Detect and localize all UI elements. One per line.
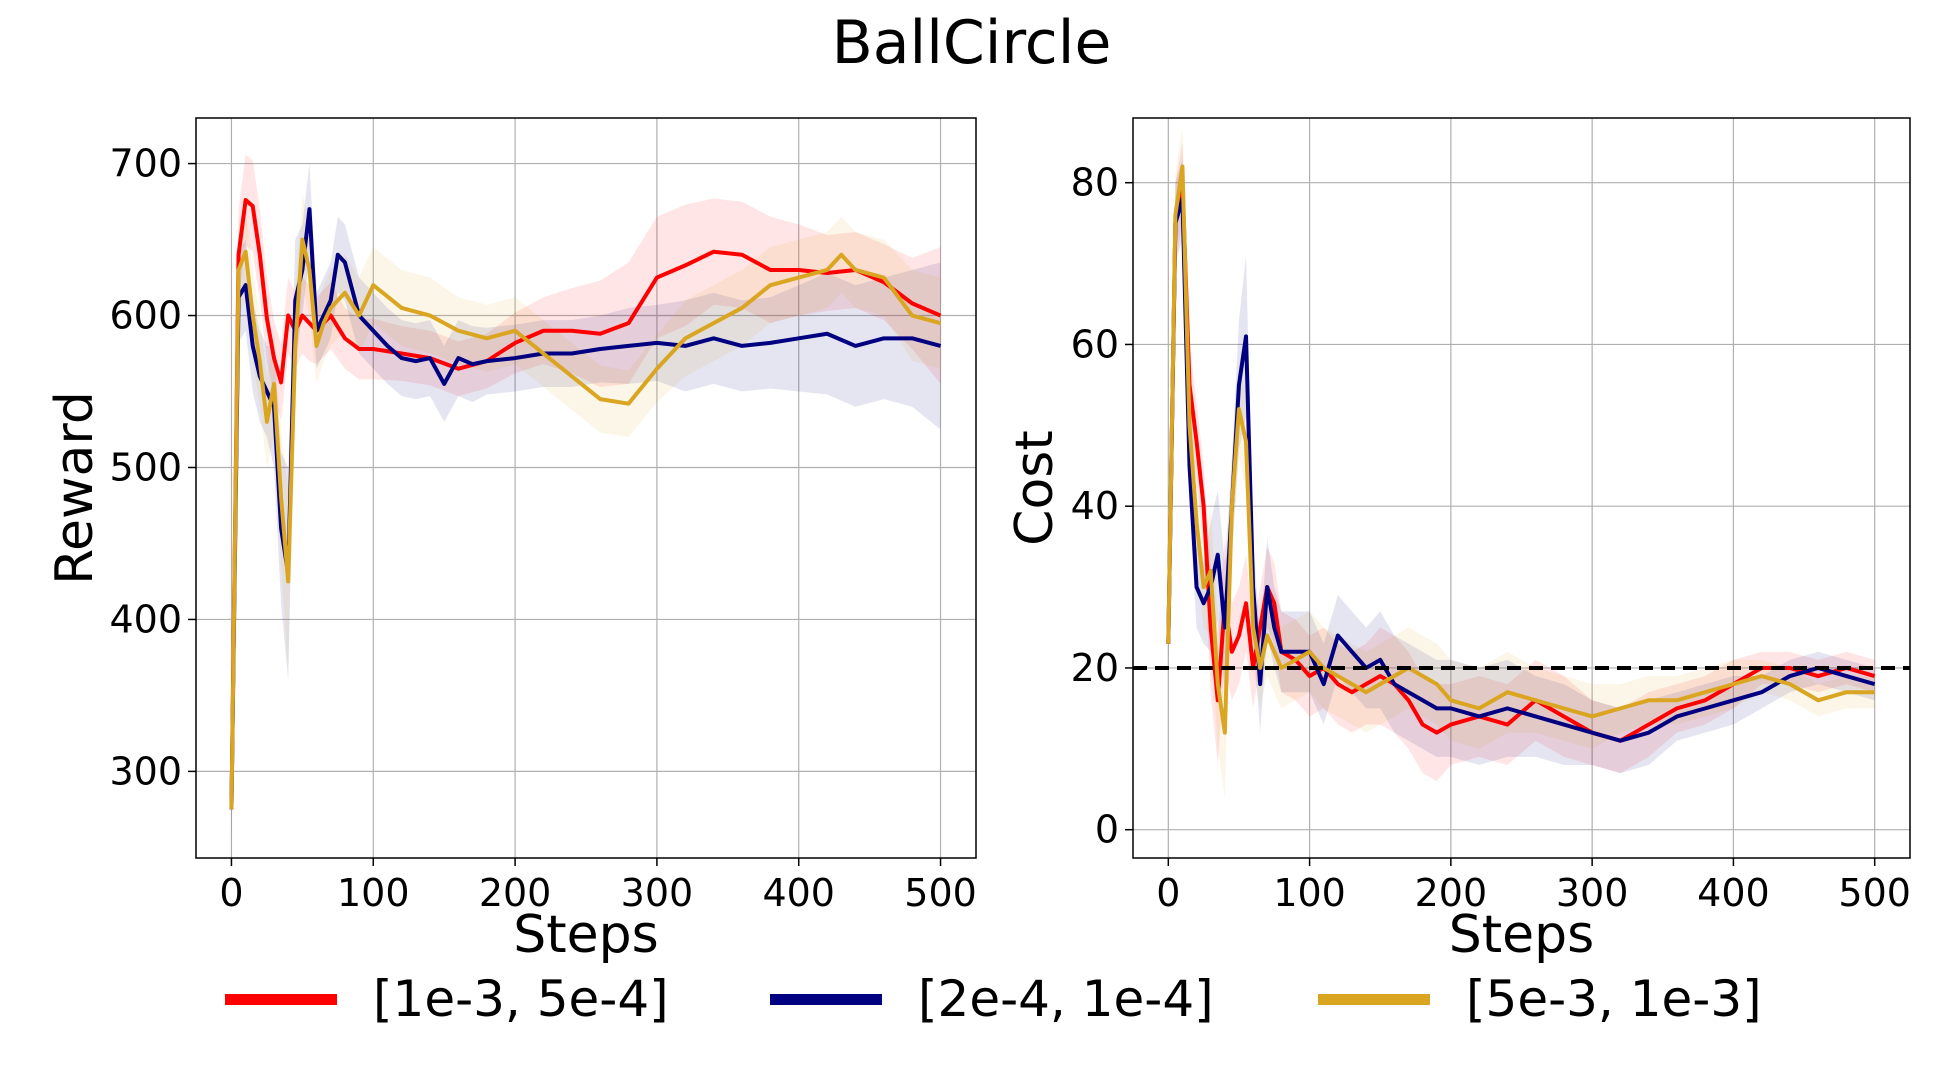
plot-area <box>1166 126 1876 798</box>
figure-title: BallCircle <box>831 8 1112 78</box>
y-axis-label: Cost <box>1005 430 1065 546</box>
x-tick-label: 0 <box>219 871 243 915</box>
plot-area <box>229 154 942 848</box>
y-axis-label: Reward <box>45 391 105 585</box>
x-tick-label: 100 <box>1273 871 1346 915</box>
legend-swatch <box>1318 993 1430 1005</box>
x-tick-label: 500 <box>904 871 977 915</box>
cost-panel: 0 100 200 300 400 500 0 20 40 60 80 Steps Cost <box>1005 117 1911 965</box>
y-tick-label: 20 <box>1071 646 1119 690</box>
x-tick-label: 300 <box>1556 871 1629 915</box>
series-line <box>1166 164 1875 735</box>
confidence-band <box>1168 126 1875 798</box>
confidence-band <box>1168 158 1875 774</box>
x-tick-label: 300 <box>621 871 694 915</box>
series-line <box>1166 196 1876 743</box>
x-tick-label: 500 <box>1838 871 1911 915</box>
legend-swatch <box>770 993 882 1005</box>
x-tick-label: 0 <box>1156 871 1180 915</box>
y-tick-label: 700 <box>109 142 182 186</box>
confidence-band <box>231 154 941 848</box>
y-tick-label: 40 <box>1071 484 1119 528</box>
confidence-band <box>231 163 941 848</box>
x-tick-label: 100 <box>337 871 410 915</box>
y-tick-label: 400 <box>109 597 182 641</box>
legend-label: [2e-4, 1e-4] <box>918 970 1214 1028</box>
legend-item: [5e-3, 1e-3] <box>1318 970 1762 1028</box>
legend-label: [1e-3, 5e-4] <box>373 970 669 1028</box>
axes-frame <box>1132 117 1911 859</box>
y-tick-label: 0 <box>1095 808 1119 852</box>
series-line <box>229 207 942 810</box>
legend-item: [1e-3, 5e-4] <box>225 970 669 1028</box>
x-tick-label: 200 <box>479 871 552 915</box>
x-axis-label: Steps <box>1449 905 1595 965</box>
legend-label: [5e-3, 1e-3] <box>1466 970 1762 1028</box>
y-tick-label: 600 <box>109 294 182 338</box>
y-tick-label: 60 <box>1071 322 1119 366</box>
legend-swatch <box>225 993 337 1005</box>
axes-frame <box>195 117 977 859</box>
x-axis-label: Steps <box>513 905 659 965</box>
y-tick-label: 300 <box>109 749 182 793</box>
x-tick-label: 400 <box>1697 871 1770 915</box>
x-tick-label: 400 <box>762 871 835 915</box>
legend: [1e-3, 5e-4] [2e-4, 1e-4] [5e-3, 1e-3] <box>0 970 1943 1050</box>
x-tick-label: 200 <box>1415 871 1488 915</box>
y-tick-label: 80 <box>1071 161 1119 205</box>
reward-panel: 0 100 200 300 400 500 300 400 500 600 700 Steps Rewa… <box>45 117 977 965</box>
legend-item: [2e-4, 1e-4] <box>770 970 1214 1028</box>
y-tick-label: 500 <box>109 445 182 489</box>
series-line <box>229 237 942 810</box>
